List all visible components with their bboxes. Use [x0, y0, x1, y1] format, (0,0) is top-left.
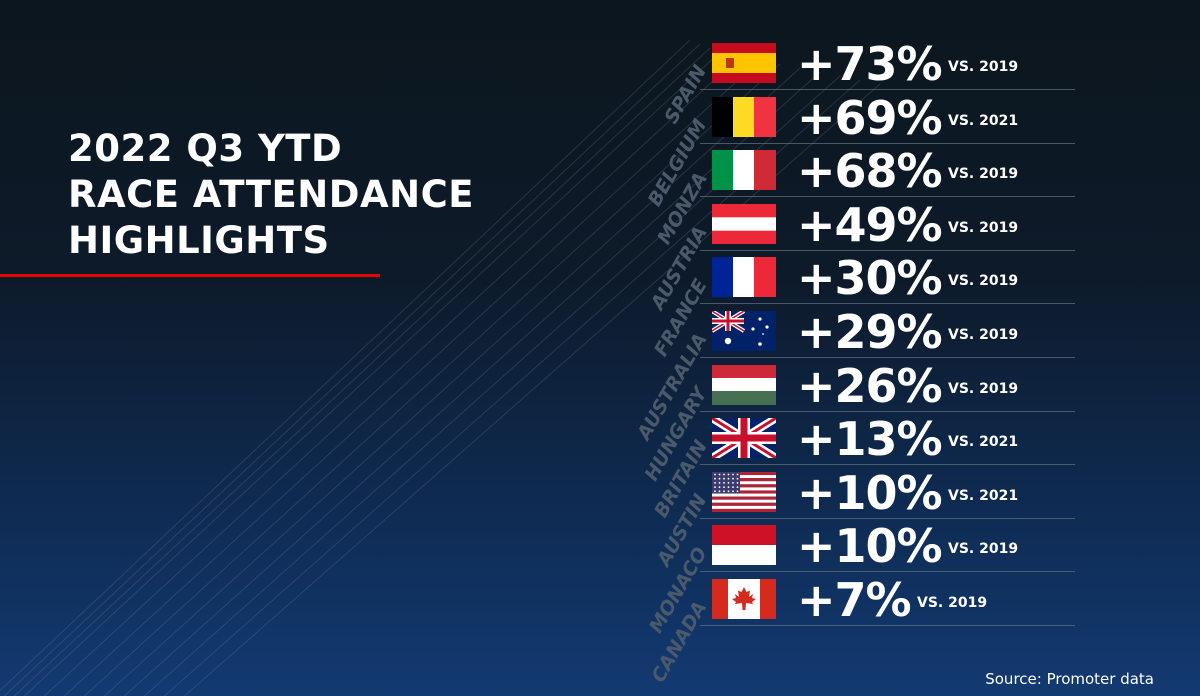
- diagonal-line: [0, 39, 691, 692]
- canada-flag: [712, 579, 776, 619]
- list-item: +30% VS. 2019 FRANCE: [0, 251, 1200, 361]
- attendance-change-value: +29%: [797, 305, 943, 359]
- row-divider: [700, 249, 1075, 251]
- comparison-year-label: VS. 2019: [917, 595, 988, 611]
- comparison-year-label: VS. 2019: [948, 380, 1019, 397]
- attendance-change-value: +10%: [797, 465, 943, 520]
- diagonal-line: [103, 67, 801, 696]
- row-divider: [700, 89, 1075, 90]
- uk-flag: [712, 418, 776, 459]
- belgium-flag: [712, 96, 776, 137]
- row-divider: [700, 625, 1075, 626]
- monaco-flag: [712, 525, 776, 566]
- diagonal-line: [13, 47, 711, 696]
- comparison-year-label: VS. 2019: [948, 327, 1019, 343]
- italy-flag: [712, 150, 776, 191]
- hungary-flag: [712, 364, 776, 405]
- row-divider: [700, 357, 1075, 358]
- diagonal-line: [23, 51, 721, 696]
- comparison-year-label: VS. 2019: [948, 541, 1019, 558]
- row-divider: [700, 464, 1075, 466]
- row-divider: [700, 517, 1075, 519]
- row-divider: [700, 303, 1075, 305]
- comparison-year-label: VS. 2019: [948, 219, 1019, 236]
- title-line-2: RACE ATTENDANCE: [68, 173, 475, 216]
- comparison-year-label: VS. 2021: [948, 434, 1019, 451]
- attendance-change-value: +68%: [797, 144, 943, 199]
- list-item: +29% VS. 2019 AUSTRALIA: [0, 305, 1200, 444]
- spain-flag: [712, 43, 776, 83]
- comparison-year-label: VS. 2019: [948, 273, 1019, 290]
- list-item: +10% VS. 2019 MONACO: [0, 519, 1200, 637]
- diagonal-line: [123, 71, 821, 696]
- row-divider: [700, 410, 1075, 412]
- diagonal-line: [3, 43, 701, 696]
- comparison-year-label: VS. 2021: [948, 112, 1019, 129]
- france-flag: [712, 257, 776, 298]
- list-item: +13% VS. 2021 BRITAIN: [0, 412, 1200, 522]
- attendance-change-value: +26%: [797, 358, 943, 413]
- attendance-change-value: +49%: [797, 197, 943, 252]
- comparison-year-label: VS. 2019: [948, 59, 1019, 75]
- row-divider: [700, 142, 1075, 144]
- list-item: +49% VS. 2019 AUSTRIA: [0, 197, 1200, 313]
- list-item: +7% VS. 2019 CANADA: [0, 573, 1200, 686]
- diagonal-line: [43, 55, 741, 696]
- attendance-change-value: +7%: [797, 573, 912, 627]
- comparison-year-label: VS. 2019: [948, 166, 1019, 183]
- austria-flag: [712, 203, 776, 244]
- list-item: +69% VS. 2021 BELGIUM: [0, 90, 1200, 210]
- title-line-3: HIGHLIGHTS: [68, 219, 330, 262]
- source-note: Source: Promoter data: [985, 670, 1154, 688]
- attendance-change-value: +73%: [797, 37, 943, 91]
- list-item: +73% VS. 2019 SPAIN: [0, 37, 1200, 128]
- attendance-change-value: +10%: [797, 519, 943, 574]
- list-item: +68% VS. 2019 MONZA: [0, 144, 1200, 248]
- attendance-change-value: +69%: [797, 90, 943, 145]
- title-line-1: 2022 Q3 YTD: [68, 127, 343, 170]
- attendance-change-value: +30%: [797, 251, 943, 306]
- page-title: 2022 Q3 YTD RACE ATTENDANCE HIGHLIGHTS: [68, 126, 588, 264]
- list-item: +26% VS. 2019 HUNGARY: [0, 358, 1200, 484]
- australia-flag: [712, 311, 776, 351]
- row-divider: [700, 571, 1075, 573]
- usa-flag: [712, 471, 776, 512]
- attendance-change-value: +13%: [797, 412, 943, 467]
- diagonal-line: [83, 63, 781, 696]
- title-underline: [0, 274, 380, 277]
- comparison-year-label: VS. 2021: [948, 487, 1019, 504]
- diagonal-line: [63, 59, 761, 696]
- row-divider: [700, 196, 1075, 198]
- list-item: +10% VS. 2021 AUSTIN: [0, 465, 1200, 570]
